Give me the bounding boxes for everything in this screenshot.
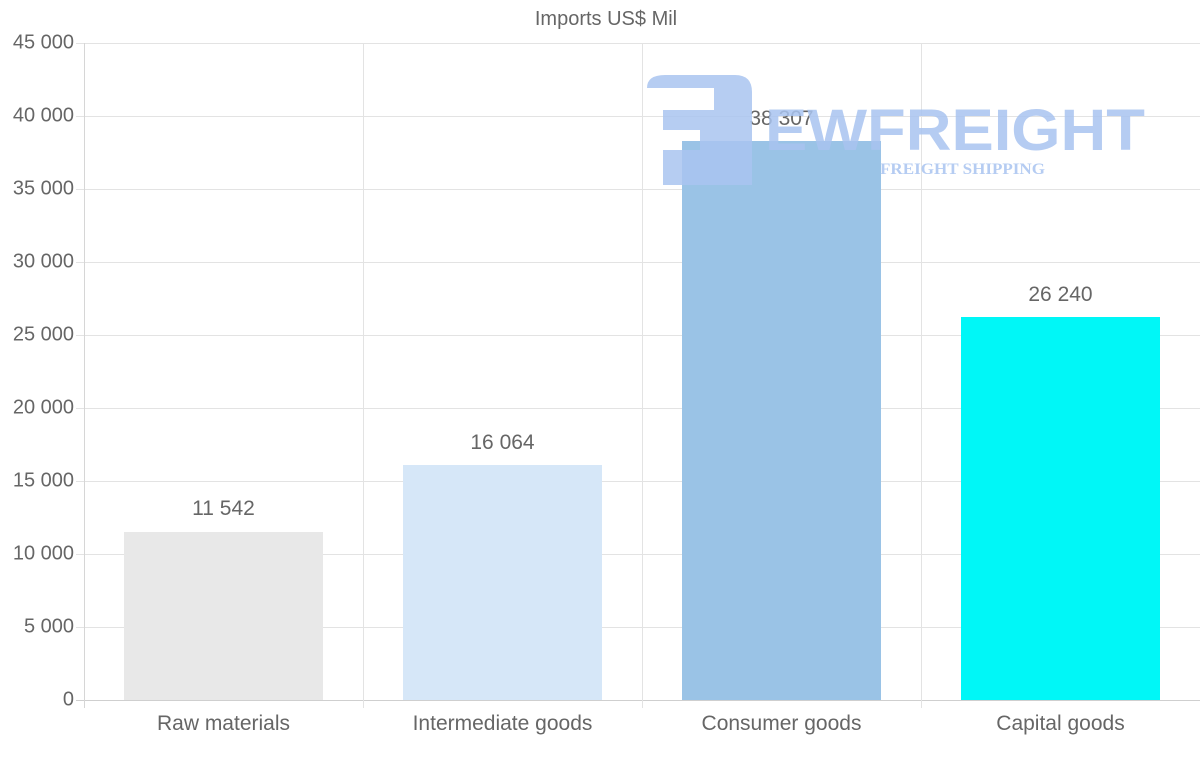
x-tick-label: Raw materials	[156, 712, 291, 735]
bar-consumer-goods[interactable]	[682, 140, 881, 700]
x-tick-label: Capital goods	[996, 712, 1125, 735]
y-gridline	[76, 481, 1200, 482]
y-tick-label: 25 000	[12, 323, 74, 346]
y-tick-label: 40 000	[12, 104, 74, 127]
chart-title: Imports US$ Mil	[534, 8, 678, 30]
bar-raw-materials[interactable]	[124, 531, 323, 700]
x-gridline	[363, 43, 364, 708]
y-tick-label: 30 000	[12, 250, 74, 273]
bar-intermediate-goods[interactable]	[403, 465, 602, 700]
y-gridline	[76, 700, 1200, 701]
y-gridline	[76, 335, 1200, 336]
bar-capital-goods[interactable]	[961, 316, 1160, 700]
x-tick-label: Intermediate goods	[412, 712, 593, 735]
y-tick-label: 15 000	[12, 469, 74, 492]
x-gridline	[642, 43, 643, 708]
y-gridline	[76, 408, 1200, 409]
bar-value-label: 11 542	[192, 497, 255, 521]
bar-value-label: 16 064	[470, 431, 535, 455]
x-gridline	[84, 43, 85, 708]
y-gridline	[76, 262, 1200, 263]
bar-value-label: 38 307	[749, 106, 814, 130]
y-tick-label: 35 000	[12, 177, 74, 200]
y-gridline	[76, 116, 1200, 117]
y-gridline	[76, 43, 1200, 44]
y-tick-label: 5 000	[23, 615, 74, 638]
bar-value-label: 26 240	[1028, 282, 1093, 306]
y-gridline	[76, 627, 1200, 628]
plot-area: 11 542 16 064 38 307 26 240	[76, 43, 1200, 708]
y-tick-label: 20 000	[12, 396, 74, 419]
y-tick-label: 0	[62, 688, 74, 711]
y-gridline	[76, 189, 1200, 190]
y-tick-label: 10 000	[12, 542, 74, 565]
y-tick-label: 45 000	[12, 31, 74, 54]
x-gridline	[921, 43, 922, 708]
x-tick-label: Consumer goods	[701, 712, 862, 735]
y-gridline	[76, 554, 1200, 555]
